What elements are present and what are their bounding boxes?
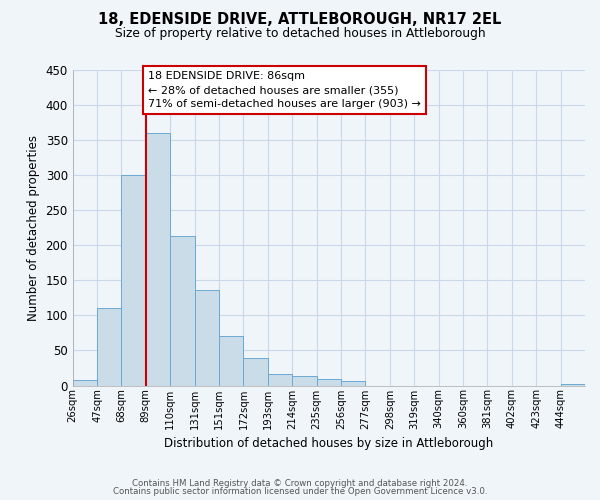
Bar	[268, 374, 292, 386]
Text: Contains HM Land Registry data © Crown copyright and database right 2024.: Contains HM Land Registry data © Crown c…	[132, 478, 468, 488]
Bar	[194, 290, 219, 386]
Text: 18 EDENSIDE DRIVE: 86sqm
← 28% of detached houses are smaller (355)
71% of semi-: 18 EDENSIDE DRIVE: 86sqm ← 28% of detach…	[148, 72, 421, 110]
Text: 18, EDENSIDE DRIVE, ATTLEBOROUGH, NR17 2EL: 18, EDENSIDE DRIVE, ATTLEBOROUGH, NR17 2…	[98, 12, 502, 28]
Bar	[219, 336, 244, 386]
Bar	[292, 376, 317, 386]
X-axis label: Distribution of detached houses by size in Attleborough: Distribution of detached houses by size …	[164, 437, 493, 450]
Bar	[341, 382, 365, 386]
Bar	[97, 308, 121, 386]
Text: Size of property relative to detached houses in Attleborough: Size of property relative to detached ho…	[115, 28, 485, 40]
Bar	[73, 380, 97, 386]
Y-axis label: Number of detached properties: Number of detached properties	[27, 135, 40, 321]
Text: Contains public sector information licensed under the Open Government Licence v3: Contains public sector information licen…	[113, 487, 487, 496]
Bar	[121, 175, 146, 386]
Bar	[170, 236, 194, 386]
Bar	[560, 384, 585, 386]
Bar	[146, 133, 170, 386]
Bar	[244, 358, 268, 386]
Bar	[317, 378, 341, 386]
